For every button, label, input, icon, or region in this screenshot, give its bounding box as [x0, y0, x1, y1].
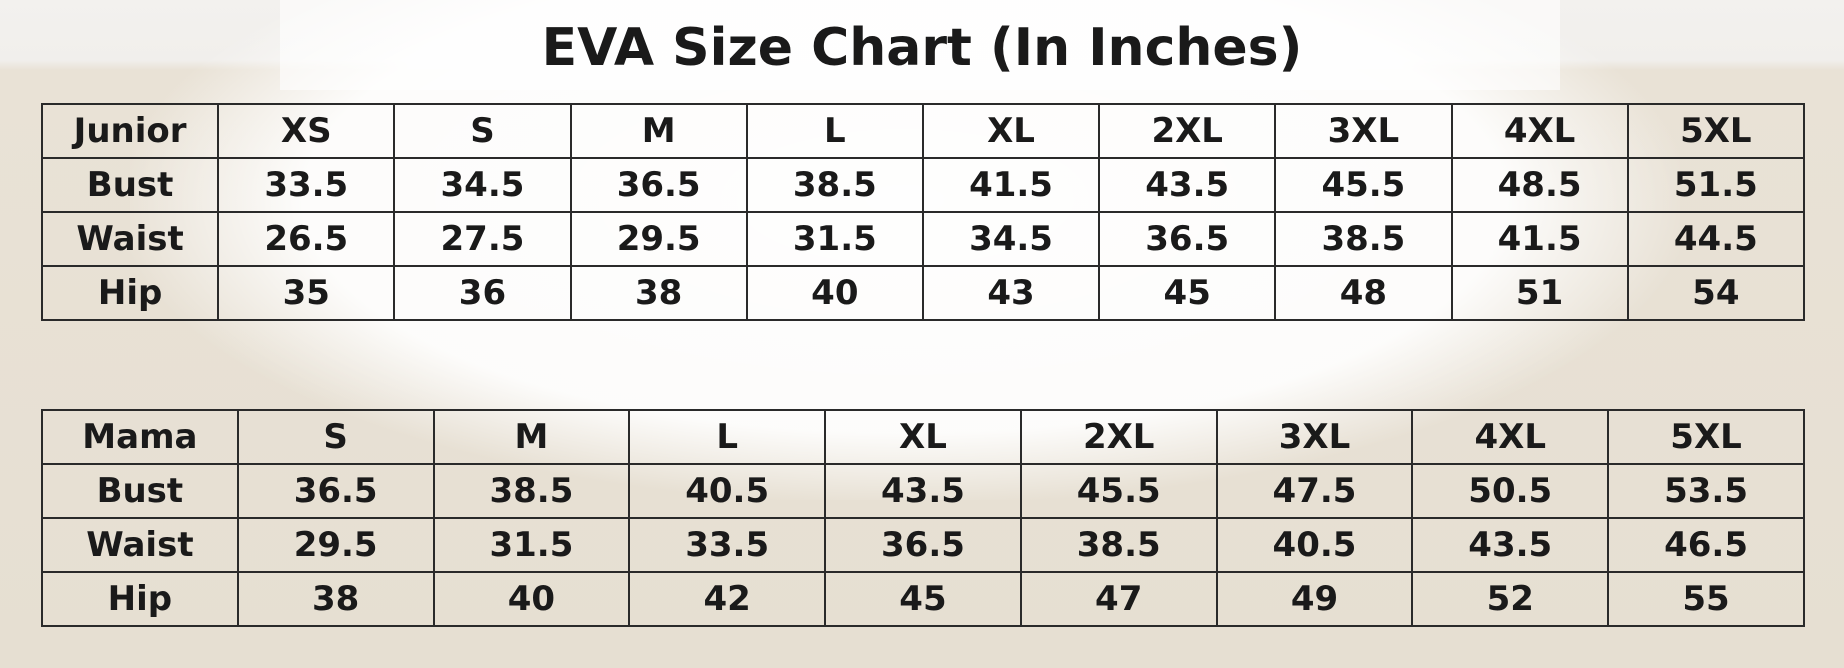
size-header-cell: XS	[217, 103, 396, 159]
measurement-cell: 38.5	[1019, 517, 1218, 573]
row-label: Hip	[41, 571, 239, 627]
measurement-cell: 38.5	[745, 157, 924, 213]
measurement-cell: 43.5	[824, 463, 1022, 519]
row-label: Junior	[40, 103, 220, 159]
size-header-cell: XL	[921, 103, 1101, 159]
measurement-cell: 36.5	[1098, 211, 1277, 267]
measurement-cell: 48.5	[1450, 157, 1629, 213]
measurement-cell: 38	[236, 571, 435, 627]
measurement-cell: 49	[1215, 571, 1414, 627]
row-label: Waist	[40, 211, 220, 267]
size-header-cell: S	[236, 409, 435, 465]
measurement-cell: 51.5	[1626, 157, 1806, 213]
size-header-cell: 2XL	[1019, 409, 1218, 465]
measurement-cell: 52	[1411, 571, 1610, 627]
mama-size-table: Mama S M L XL 2XL 3XL 4XL 5XL Bust 36.5 38.5 40.5 43.…	[41, 409, 1805, 627]
measurement-cell: 40	[432, 571, 631, 627]
measurement-cell: 36.5	[236, 463, 435, 519]
size-header-cell: L	[628, 409, 827, 465]
measurement-cell: 40.5	[628, 463, 827, 519]
measurement-cell: 45	[824, 571, 1022, 627]
measurement-cell: 47	[1019, 571, 1218, 627]
measurement-cell: 31.5	[432, 517, 631, 573]
page-title: EVA Size Chart (In Inches)	[541, 18, 1303, 78]
measurement-cell: 27.5	[393, 211, 572, 267]
row-label: Bust	[41, 463, 239, 519]
table-row: Bust 33.5 34.5 36.5 38.5 41.5 43.5 45.5 48.5 51.5	[40, 157, 1806, 213]
measurement-cell: 29.5	[236, 517, 435, 573]
size-header-cell: S	[393, 103, 572, 159]
measurement-cell: 43.5	[1411, 517, 1610, 573]
measurement-cell: 38.5	[1274, 211, 1453, 267]
table-row: Waist 26.5 27.5 29.5 31.5 34.5 36.5 38.5 41.5 44.…	[40, 211, 1806, 267]
measurement-cell: 43.5	[1098, 157, 1277, 213]
measurement-cell: 45.5	[1274, 157, 1453, 213]
measurement-cell: 45	[1098, 265, 1277, 321]
measurement-cell: 31.5	[745, 211, 924, 267]
measurement-cell: 53.5	[1607, 463, 1805, 519]
measurement-cell: 51	[1450, 265, 1629, 321]
measurement-cell: 48	[1274, 265, 1453, 321]
measurement-cell: 47.5	[1215, 463, 1414, 519]
measurement-cell: 41.5	[1450, 211, 1629, 267]
measurement-cell: 45.5	[1019, 463, 1218, 519]
table-row: Hip 38 40 42 45 47 49 52 55	[41, 571, 1805, 627]
measurement-cell: 33.5	[628, 517, 827, 573]
measurement-cell: 34.5	[393, 157, 572, 213]
measurement-cell: 46.5	[1607, 517, 1805, 573]
header-row: Mama S M L XL 2XL 3XL 4XL 5XL	[41, 409, 1805, 465]
table-row: Waist 29.5 31.5 33.5 36.5 38.5 40.5 43.5 46.5	[41, 517, 1805, 573]
size-header-cell: 2XL	[1098, 103, 1277, 159]
size-header-cell: 4XL	[1450, 103, 1629, 159]
size-header-cell: M	[432, 409, 631, 465]
measurement-cell: 40	[745, 265, 924, 321]
row-label: Waist	[41, 517, 239, 573]
row-label: Bust	[40, 157, 220, 213]
measurement-cell: 43	[921, 265, 1101, 321]
measurement-cell: 42	[628, 571, 827, 627]
size-header-cell: M	[569, 103, 748, 159]
measurement-cell: 36.5	[824, 517, 1022, 573]
measurement-cell: 38.5	[432, 463, 631, 519]
measurement-cell: 36	[393, 265, 572, 321]
measurement-cell: 55	[1607, 571, 1805, 627]
size-header-cell: 4XL	[1411, 409, 1610, 465]
measurement-cell: 26.5	[217, 211, 396, 267]
size-header-cell: L	[745, 103, 924, 159]
table-row: Bust 36.5 38.5 40.5 43.5 45.5 47.5 50.5 53.5	[41, 463, 1805, 519]
size-header-cell: 5XL	[1626, 103, 1806, 159]
size-header-cell: 3XL	[1274, 103, 1453, 159]
measurement-cell: 38	[569, 265, 748, 321]
measurement-cell: 33.5	[217, 157, 396, 213]
row-label: Mama	[41, 409, 239, 465]
table-row: Hip 35 36 38 40 43 45 48 51 54	[40, 265, 1806, 321]
size-header-cell: 5XL	[1607, 409, 1805, 465]
measurement-cell: 44.5	[1626, 211, 1806, 267]
junior-size-table: Junior XS S M L XL 2XL 3XL 4XL 5XL Bust 33.5 34.5 36.…	[40, 103, 1806, 321]
measurement-cell: 35	[217, 265, 396, 321]
measurement-cell: 54	[1626, 265, 1806, 321]
size-header-cell: 3XL	[1215, 409, 1414, 465]
measurement-cell: 34.5	[921, 211, 1101, 267]
measurement-cell: 41.5	[921, 157, 1101, 213]
row-label: Hip	[40, 265, 220, 321]
measurement-cell: 36.5	[569, 157, 748, 213]
measurement-cell: 29.5	[569, 211, 748, 267]
header-row: Junior XS S M L XL 2XL 3XL 4XL 5XL	[40, 103, 1806, 159]
measurement-cell: 40.5	[1215, 517, 1414, 573]
measurement-cell: 50.5	[1411, 463, 1610, 519]
size-header-cell: XL	[824, 409, 1022, 465]
